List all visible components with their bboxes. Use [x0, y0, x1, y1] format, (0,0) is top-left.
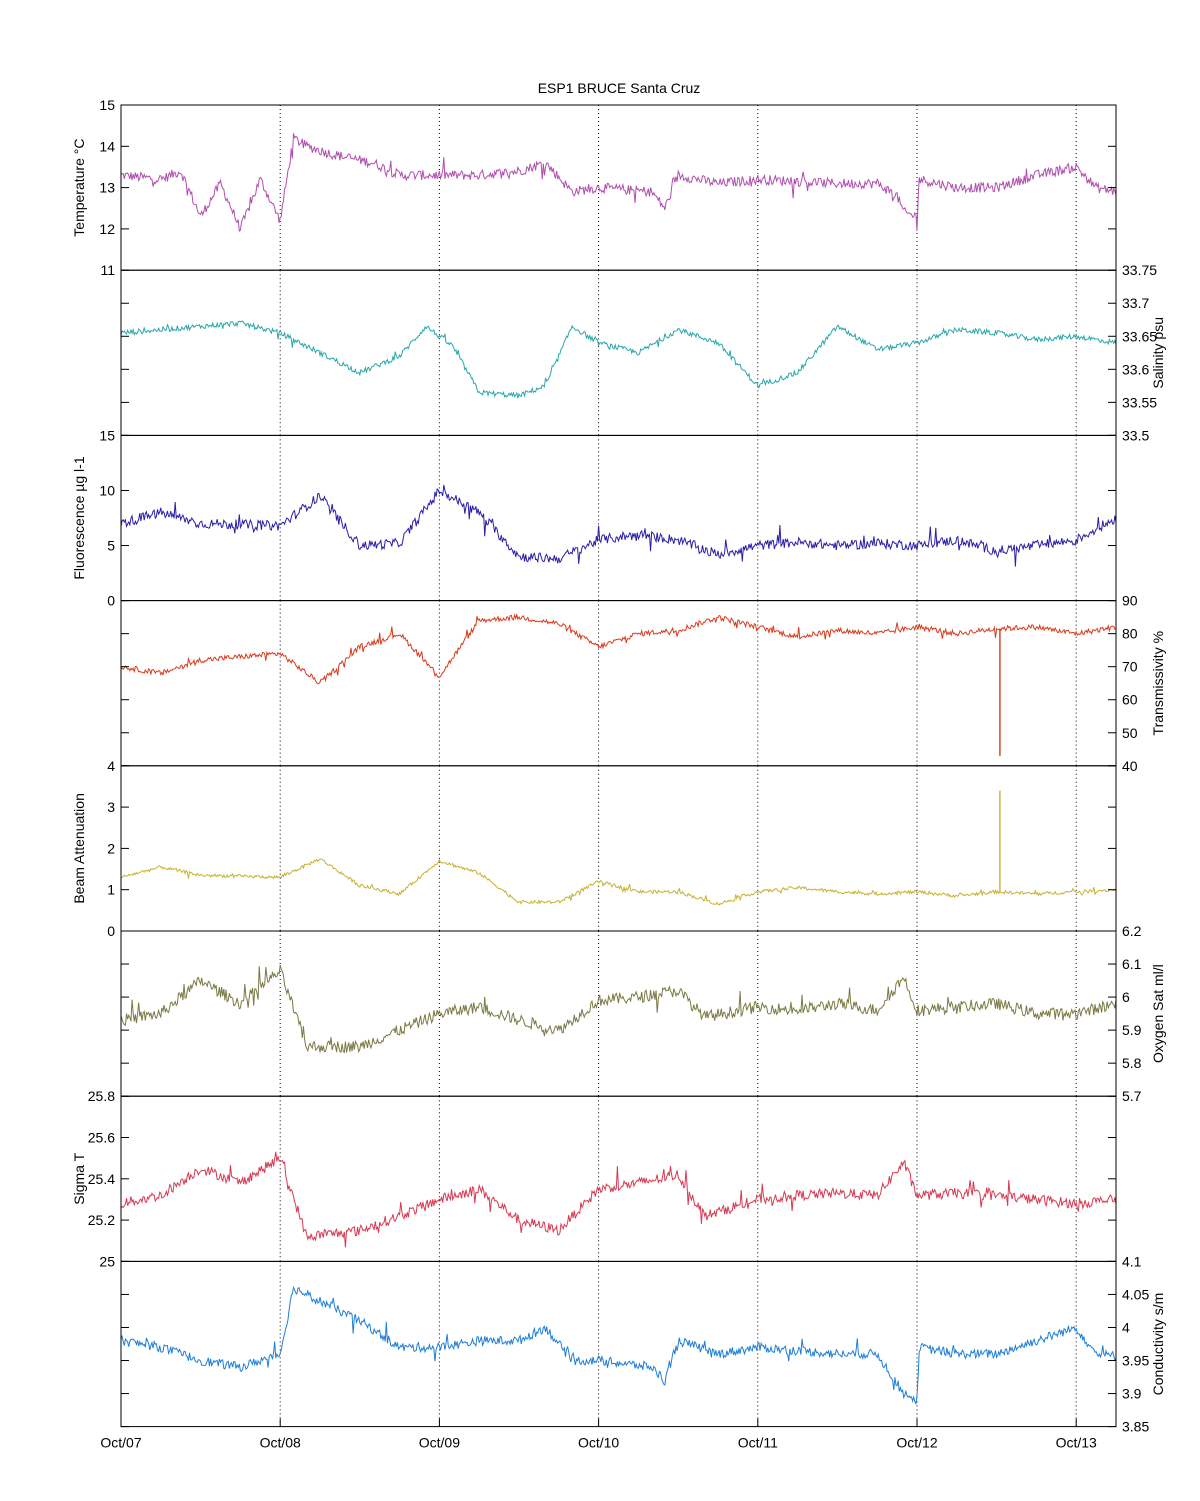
y-axis-label: Oxygen Sat ml/l	[1150, 964, 1166, 1063]
y-tick-label: 5.8	[1122, 1055, 1142, 1071]
sigma_t-series-line	[120, 1151, 1117, 1248]
oxygen_sat-series-line	[120, 964, 1117, 1054]
y-tick-label: 11	[100, 262, 115, 278]
y-axis-label: Transmissivity %	[1150, 631, 1166, 736]
y-axis-label: Temperature °C	[71, 138, 87, 236]
y-tick-label: 33.75	[1122, 262, 1157, 278]
y-tick-label: 3.95	[1122, 1353, 1149, 1369]
y-tick-label: 25.8	[88, 1088, 115, 1104]
y-tick-label: 6.1	[1122, 956, 1142, 972]
panel-conductivity: 3.85 3.9 3.95 4 4.05 4.1 Conductivity s/m	[120, 1253, 1166, 1435]
y-tick-label: 33.6	[1122, 361, 1149, 377]
panel-sigma_t: 25 25.2 25.4 25.6 25.8 Sigma T	[71, 1088, 1117, 1269]
y-axis-label: Conductivity s/m	[1150, 1293, 1166, 1396]
x-tick-label: Oct/12	[896, 1435, 937, 1451]
y-tick-label: 33.5	[1122, 427, 1149, 443]
x-tick-label: Oct/07	[100, 1435, 141, 1451]
y-tick-label: 90	[1122, 593, 1138, 609]
y-tick-label: 25	[99, 1253, 115, 1269]
y-tick-label: 1	[107, 882, 115, 898]
x-tick-label: Oct/11	[738, 1435, 778, 1451]
y-tick-label: 80	[1122, 626, 1138, 642]
y-tick-label: 4.1	[1122, 1253, 1142, 1269]
y-tick-label: 6	[1122, 989, 1130, 1005]
transmissivity-series-line	[120, 612, 1117, 685]
temperature-series-line	[120, 133, 1117, 232]
y-tick-label: 14	[99, 138, 115, 154]
y-tick-label: 70	[1122, 659, 1138, 675]
panel-transmissivity: 40 50 60 70 80 90 Transmissivity %	[120, 593, 1166, 774]
y-axis-label: Fluorescence µg l-1	[71, 456, 87, 579]
y-tick-label: 33.55	[1122, 394, 1157, 410]
y-tick-label: 40	[1122, 758, 1138, 774]
y-tick-label: 50	[1122, 725, 1138, 741]
y-tick-label: 12	[99, 221, 115, 237]
panel-oxygen_sat: 5.7 5.8 5.9 6 6.1 6.2 Oxygen Sat ml/l	[120, 923, 1166, 1104]
y-tick-label: 25.2	[88, 1212, 115, 1228]
y-tick-label: 2	[107, 840, 115, 856]
y-tick-label: 5.9	[1122, 1022, 1142, 1038]
salinity-series-line	[120, 320, 1117, 399]
y-tick-label: 33.7	[1122, 295, 1149, 311]
y-tick-label: 6.2	[1122, 923, 1142, 939]
y-axis-label: Beam Attenuation	[71, 793, 87, 904]
y-tick-label: 5	[107, 538, 115, 554]
y-tick-label: 10	[99, 482, 115, 498]
y-tick-label: 13	[99, 180, 115, 196]
beam_attenuation-series-line	[120, 858, 1117, 906]
y-tick-label: 4	[1122, 1319, 1130, 1335]
x-axis: Oct/07 Oct/08 Oct/09 Oct/10 Oct/11 Oct/12 Oct/…	[100, 1418, 1097, 1451]
y-tick-label: 3.85	[1122, 1419, 1149, 1435]
y-axis-label: Salinity psu	[1150, 317, 1166, 389]
y-tick-label: 25.6	[88, 1130, 115, 1146]
y-tick-label: 3.9	[1122, 1386, 1142, 1402]
y-tick-label: 60	[1122, 692, 1138, 708]
y-tick-label: 15	[99, 97, 115, 113]
x-tick-label: Oct/10	[578, 1435, 619, 1451]
y-axis-label: Sigma T	[71, 1152, 87, 1204]
chart-title: ESP1 BRUCE Santa Cruz	[538, 80, 701, 96]
fluorescence-series-line	[120, 484, 1117, 567]
x-tick-label: Oct/08	[260, 1435, 301, 1451]
y-tick-label: 4.05	[1122, 1286, 1149, 1302]
y-tick-label: 5.7	[1122, 1088, 1142, 1104]
conductivity-series-line	[120, 1285, 1117, 1405]
y-tick-label: 0	[107, 593, 115, 609]
y-tick-label: 15	[99, 427, 115, 443]
y-tick-label: 4	[107, 758, 115, 774]
panel-frame	[120, 1260, 1117, 1428]
x-tick-label: Oct/13	[1056, 1435, 1097, 1451]
x-tick-label: Oct/09	[419, 1435, 460, 1451]
y-tick-label: 3	[107, 799, 115, 815]
y-tick-label: 25.4	[88, 1171, 115, 1187]
y-tick-label: 0	[107, 923, 115, 939]
y-tick-label: 33.65	[1122, 328, 1157, 344]
